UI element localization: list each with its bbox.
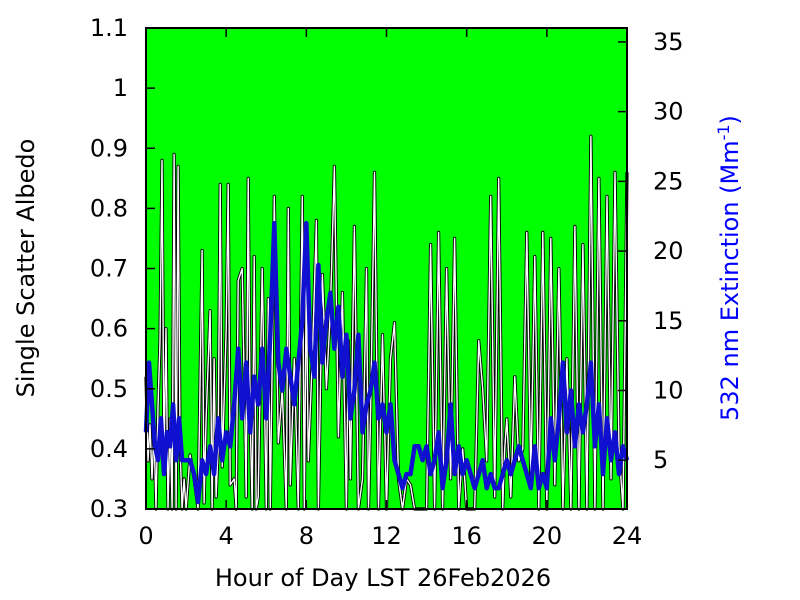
x-tick-label: 24 [612,522,643,550]
x-tick-label: 0 [138,522,153,550]
y-left-tick-label: 0.6 [90,315,128,343]
y-right-tick-label: 35 [653,28,684,56]
y-left-tick-label: 0.3 [90,495,128,523]
x-tick-label: 12 [371,522,402,550]
x-axis-title: Hour of Day LST 26Feb2026 [215,564,551,592]
y-left-tick-label: 1 [113,74,128,102]
x-tick-label: 8 [299,522,314,550]
y-right-tick-label: 5 [653,446,668,474]
x-tick-label: 4 [219,522,234,550]
y-left-tick-label: 0.9 [90,134,128,162]
right-y-axis-title-suffix: ) [716,115,744,124]
right-y-axis-title: 532 nm Extinction (Mm-1) [714,115,745,421]
left-y-axis-title: Single Scatter Albedo [12,139,40,398]
right-y-axis-title-sup: -1 [714,124,733,140]
y-right-tick-label: 25 [653,167,684,195]
y-right-tick-label: 30 [653,98,684,126]
y-left-tick-label: 0.7 [90,255,128,283]
y-right-tick-label: 10 [653,376,684,404]
y-right-tick-label: 15 [653,307,684,335]
y-left-tick-label: 1.1 [90,14,128,42]
y-right-tick-label: 20 [653,237,684,265]
x-tick-label: 20 [532,522,563,550]
right-y-axis-title-prefix: 532 nm Extinction (Mm [716,140,744,421]
y-left-tick-label: 0.8 [90,194,128,222]
ticks-layer: 0 4 8 12 16 20 24 0.3 0.4 0.5 0.6 0.7 0.8 0.9 1 1.1 5 10 1… [90,14,684,550]
x-tick-label: 16 [451,522,482,550]
series-extinction-line [143,220,630,505]
y-left-tick-label: 0.4 [90,435,128,463]
y-left-tick-label: 0.5 [90,375,128,403]
